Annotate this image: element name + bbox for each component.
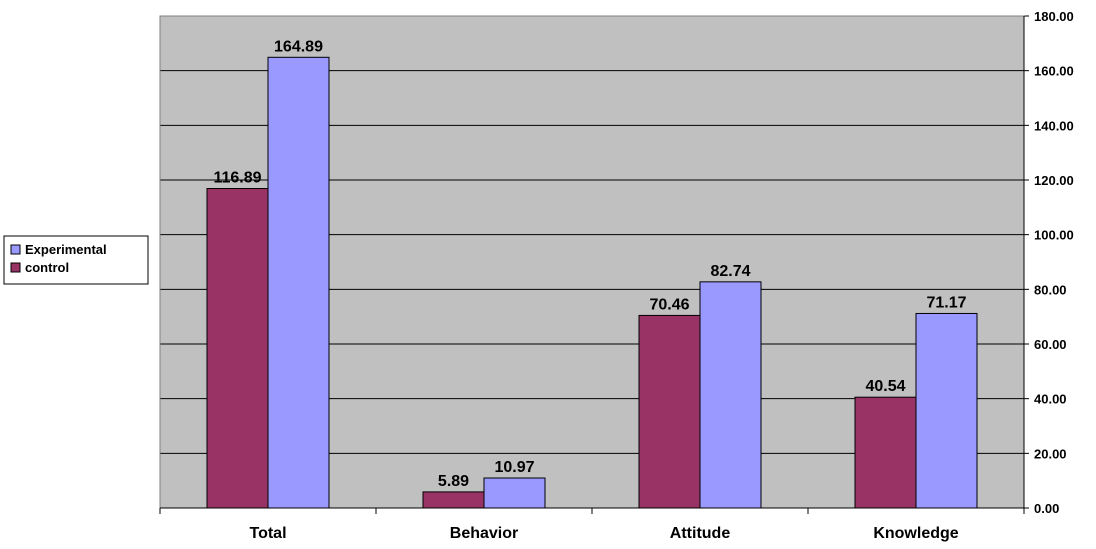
legend-label: Experimental xyxy=(25,242,107,257)
bar-control xyxy=(206,188,269,509)
data-labels: 116.89 164.89 5.89 10.97 70.46 82.74 40.54 71.1… xyxy=(213,38,966,490)
legend-swatch xyxy=(10,262,21,273)
bar-control xyxy=(422,491,485,509)
bar-experimental xyxy=(483,477,546,509)
bar-control xyxy=(638,314,701,509)
y-tick-label: 120.00 xyxy=(1034,173,1074,188)
bar-experimental xyxy=(915,312,978,509)
x-tick-label: Behavior xyxy=(450,525,518,542)
y-tick-label: 140.00 xyxy=(1034,118,1074,133)
bar-experimental xyxy=(699,281,762,509)
y-tick-label: 40.00 xyxy=(1034,392,1067,407)
data-label: 5.89 xyxy=(438,473,469,490)
data-label: 82.74 xyxy=(710,263,750,280)
axes: 0.00 20.00 40.00 60.00 80.00 100.00 120.00 140.… xyxy=(159,9,1074,542)
y-tick-label: 180.00 xyxy=(1034,9,1074,24)
data-label: 40.54 xyxy=(865,378,905,395)
data-label: 116.89 xyxy=(213,170,261,187)
bar-control xyxy=(854,396,917,509)
x-tick-label: Total xyxy=(249,525,286,542)
data-label: 71.17 xyxy=(926,294,966,311)
y-tick-label: 160.00 xyxy=(1034,64,1074,79)
data-label: 70.46 xyxy=(649,296,689,313)
y-tick-label: 100.00 xyxy=(1034,228,1074,243)
legend-swatch xyxy=(10,244,21,255)
legend: Experimental control xyxy=(3,235,149,285)
legend-box xyxy=(3,235,149,285)
x-tick-label: Attitude xyxy=(670,525,731,542)
y-tick-label: 80.00 xyxy=(1034,282,1067,297)
legend-label: control xyxy=(25,260,69,275)
data-label: 10.97 xyxy=(494,459,534,476)
y-tick-label: 0.00 xyxy=(1034,501,1059,516)
x-tick-label: Knowledge xyxy=(873,525,958,542)
data-label: 164.89 xyxy=(274,38,323,55)
bar-experimental xyxy=(267,56,330,509)
y-tick-label: 20.00 xyxy=(1034,446,1067,461)
y-tick-label: 60.00 xyxy=(1034,337,1067,352)
bars xyxy=(206,56,978,509)
